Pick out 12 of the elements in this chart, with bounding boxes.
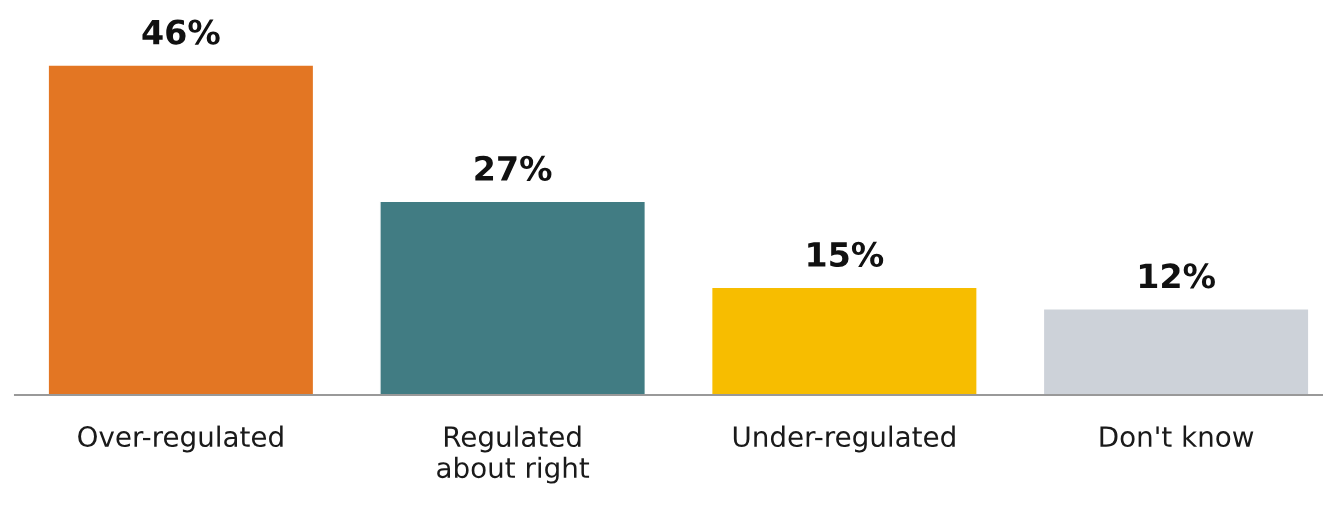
- data-label: 12%: [1139, 263, 1215, 289]
- bar: [47, 64, 315, 395]
- bar: [379, 200, 647, 395]
- bar: [710, 286, 978, 395]
- x-tick-label: Under-regulated: [733, 425, 955, 453]
- data-label: 15%: [808, 241, 884, 268]
- x-tick-label: Over-regulated: [78, 425, 283, 453]
- data-label: 46%: [142, 19, 220, 45]
- x-tick-label: Don't know: [1100, 425, 1254, 448]
- x-tick-label: Regulated about right: [437, 425, 590, 484]
- data-label: 27%: [475, 155, 552, 181]
- bar: [1042, 308, 1310, 395]
